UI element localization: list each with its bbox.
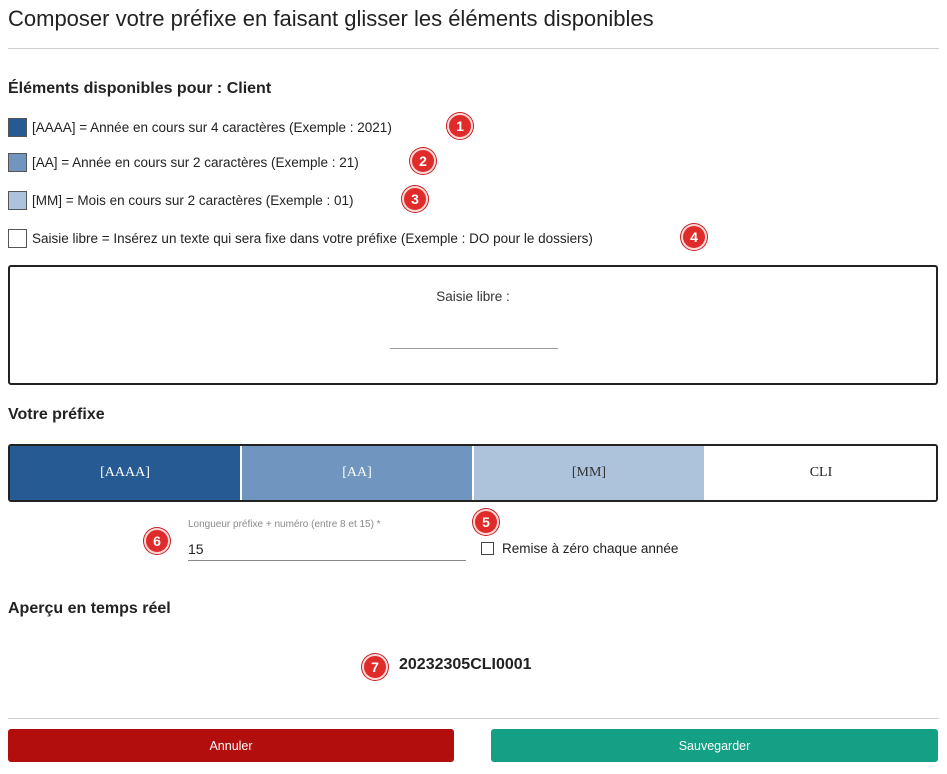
- prefix-segment-aa[interactable]: [AA]: [240, 446, 472, 500]
- badge-4: 4: [681, 224, 707, 250]
- prefix-title: Votre préfixe: [8, 406, 105, 423]
- length-field-label: Longueur préfixe + numéro (entre 8 et 15…: [188, 519, 381, 530]
- save-button[interactable]: Sauvegarder: [491, 729, 938, 762]
- prefix-segment-mm[interactable]: [MM]: [472, 446, 704, 500]
- free-text-panel: Saisie libre :: [8, 265, 938, 385]
- element-aa[interactable]: [AA] = Année en cours sur 2 caractères (…: [8, 151, 359, 173]
- badge-1: 1: [447, 113, 473, 139]
- prefix-segment-cli[interactable]: CLI: [704, 446, 936, 500]
- swatch-free-text[interactable]: [8, 228, 27, 248]
- element-aa-label: [AA] = Année en cours sur 2 caractères (…: [32, 154, 359, 170]
- reset-yearly-option[interactable]: Remise à zéro chaque année: [481, 541, 678, 556]
- title-divider: [8, 48, 939, 49]
- reset-yearly-checkbox[interactable]: [481, 542, 494, 555]
- prefix-segment-aaaa[interactable]: [AAAA]: [10, 446, 240, 500]
- badge-2: 2: [410, 148, 436, 174]
- badge-5: 5: [473, 509, 499, 535]
- element-free-text-label: Saisie libre = Insérez un texte qui sera…: [32, 230, 593, 246]
- footer-divider: [8, 718, 939, 719]
- available-elements-title: Éléments disponibles pour : Client: [8, 80, 272, 97]
- preview-value: 20232305CLI0001: [399, 656, 532, 673]
- badge-6: 6: [144, 528, 170, 554]
- badge-7: 7: [362, 654, 388, 680]
- swatch-mm[interactable]: [8, 190, 27, 210]
- reset-yearly-label: Remise à zéro chaque année: [502, 541, 679, 556]
- badge-3: 3: [402, 186, 428, 212]
- prefix-bar: [AAAA] [AA] [MM] CLI: [8, 444, 938, 502]
- length-input[interactable]: [188, 537, 466, 561]
- element-free-text[interactable]: Saisie libre = Insérez un texte qui sera…: [8, 227, 593, 249]
- element-aaaa-label: [AAAA] = Année en cours sur 4 caractères…: [32, 119, 392, 135]
- preview-title: Aperçu en temps réel: [8, 600, 171, 617]
- page-title: Composer votre préfixe en faisant glisse…: [8, 6, 654, 31]
- element-aaaa[interactable]: [AAAA] = Année en cours sur 4 caractères…: [8, 116, 392, 138]
- element-mm[interactable]: [MM] = Mois en cours sur 2 caractères (E…: [8, 189, 353, 211]
- element-mm-label: [MM] = Mois en cours sur 2 caractères (E…: [32, 192, 354, 208]
- swatch-aaaa[interactable]: [8, 117, 27, 137]
- swatch-aa[interactable]: [8, 152, 27, 172]
- cancel-button[interactable]: Annuler: [8, 729, 454, 762]
- free-text-input[interactable]: [390, 329, 558, 349]
- free-text-label: Saisie libre :: [436, 289, 510, 304]
